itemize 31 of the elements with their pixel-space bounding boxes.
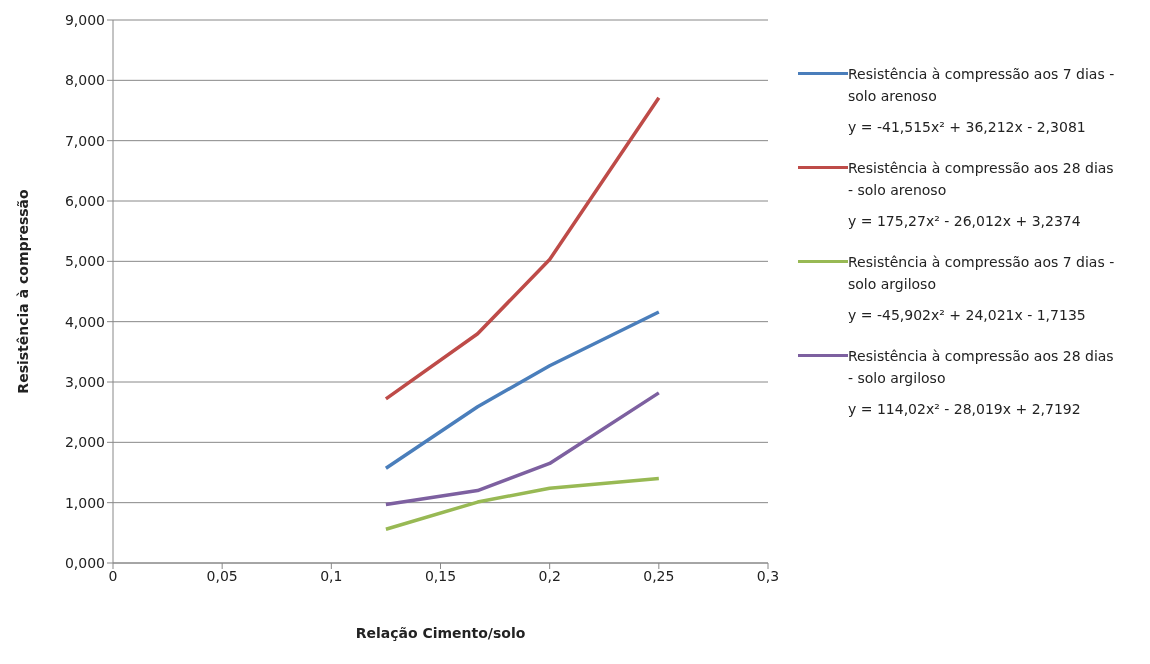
y-tick-label: 1,000 [64, 494, 105, 511]
y-tick-label: 5,000 [64, 253, 105, 270]
legend-label: Resistência à compressão aos 7 dias - solo argiloso [848, 253, 1116, 294]
y-tick-label: 6,000 [64, 192, 105, 209]
y-tick-label: 8,000 [64, 72, 105, 89]
legend-label: Resistência à compressão aos 7 dias - solo arenoso [848, 65, 1116, 106]
x-tick-label: 0,05 [206, 567, 238, 584]
y-tick-label: 7,000 [64, 132, 105, 149]
x-tick-label: 0 [108, 567, 118, 584]
line-series [384, 476, 661, 531]
x-tick-label: 0,3 [756, 567, 780, 584]
text: y = 114,02x² - 28,019x + 2,7192 [848, 401, 1082, 417]
legend-label: Resistência à compressão aos 28 dias - solo arenoso [848, 159, 1115, 200]
x-tick-label: 0,1 [320, 567, 343, 584]
line-series [384, 96, 661, 401]
text: y = -41,515x² + 36,212x - 2,3081 [848, 119, 1087, 135]
y-tick-label: 0,000 [64, 554, 105, 571]
text: y = -45,902x² + 24,021x - 1,7135 [848, 307, 1087, 323]
y-axis-title: Resistência à compressão [14, 188, 31, 394]
text: y = 175,27x² - 26,012x + 3,2374 [848, 213, 1082, 229]
y-tick-label: 4,000 [64, 313, 105, 330]
legend-label: Resistência à compressão aos 28 dias - solo argiloso [848, 347, 1115, 388]
x-tick-label: 0,25 [643, 567, 675, 584]
x-tick-label: 0,2 [538, 567, 561, 584]
x-axis-title: Relação Cimento/solo [355, 625, 526, 641]
y-tick-label: 9,000 [64, 11, 105, 28]
line-series [384, 310, 661, 471]
y-tick-label: 2,000 [64, 434, 105, 451]
line-series [384, 391, 661, 507]
y-tick-label: 3,000 [64, 373, 105, 390]
x-tick-label: 0,15 [424, 567, 457, 584]
